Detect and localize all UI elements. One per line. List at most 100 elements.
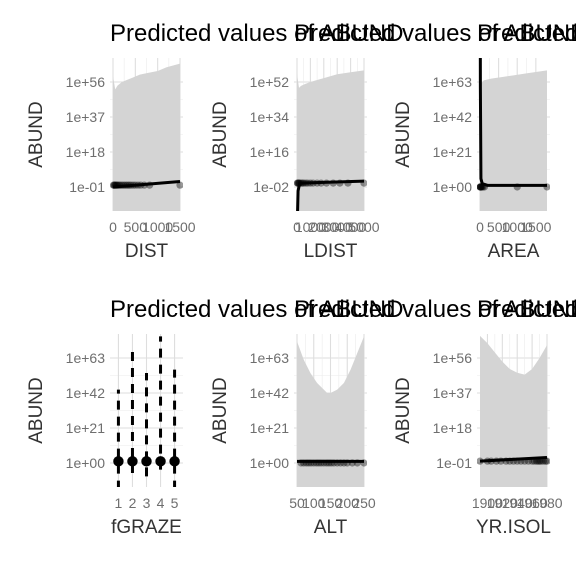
data-point	[530, 457, 538, 465]
y-axis-title: ABUND	[26, 101, 47, 168]
data-point	[320, 459, 328, 467]
x-tick-label: 5	[171, 495, 179, 511]
estimate-point	[169, 456, 180, 467]
data-point	[487, 457, 495, 465]
data-point	[310, 459, 318, 467]
data-point	[115, 181, 123, 189]
data-point	[480, 183, 489, 191]
data-point	[353, 459, 361, 467]
y-axis-title: ABUND	[210, 377, 231, 444]
y-tick-label: 1e+42	[66, 385, 106, 401]
y-tick-label: 1e+42	[433, 109, 473, 125]
marks	[477, 335, 550, 487]
data-point	[479, 183, 487, 191]
x-axis-title: LDIST	[304, 241, 358, 262]
x-tick-label: 4000	[335, 219, 366, 235]
data-point	[360, 459, 367, 467]
x-tick-label: 500	[487, 219, 511, 235]
data-point	[327, 459, 335, 467]
y-tick-label: 1e+00	[250, 455, 290, 471]
x-tick-label: 1500	[164, 219, 195, 235]
x-tick-label: 1980	[531, 495, 562, 511]
data-point	[360, 179, 367, 187]
data-point	[543, 183, 550, 191]
y-tick-label: 1e+52	[250, 74, 290, 90]
x-tick-label: 0	[476, 219, 484, 235]
y-tick-label: 1e+63	[66, 350, 106, 366]
x-tick-label: 2	[129, 495, 137, 511]
data-point	[348, 459, 356, 467]
x-tick-label: 1	[115, 495, 123, 511]
y-tick-label: 1e+56	[66, 74, 106, 90]
data-point	[513, 183, 521, 191]
x-tick-label: 500	[124, 219, 148, 235]
data-point	[304, 179, 312, 187]
x-axis-title: ALT	[314, 517, 348, 538]
x-axis-title: fGRAZE	[111, 517, 182, 538]
y-tick-label: 1e-02	[253, 179, 289, 195]
marks	[294, 70, 367, 211]
x-tick-label: 0	[109, 219, 117, 235]
chart-title: Predicted values of ABUND	[477, 20, 576, 47]
data-point	[506, 457, 514, 465]
data-point	[492, 457, 500, 465]
x-tick-label: 3000	[322, 219, 353, 235]
data-point	[118, 181, 126, 189]
data-point	[306, 179, 314, 187]
x-axis-title: DIST	[125, 241, 169, 262]
y-tick-label: 1e+21	[433, 144, 473, 160]
data-point	[497, 457, 505, 465]
data-point	[477, 183, 485, 191]
data-point	[322, 459, 331, 467]
x-tick-label: 1000	[142, 219, 173, 235]
y-tick-label: 1e+18	[66, 144, 106, 160]
data-point	[137, 181, 145, 189]
data-point	[532, 457, 541, 465]
marks	[113, 336, 180, 487]
x-tick-label: 100	[302, 495, 326, 511]
data-point	[317, 179, 325, 187]
data-point	[125, 181, 133, 189]
data-point	[298, 179, 306, 187]
y-tick-label: 1e+21	[250, 420, 290, 436]
data-point	[302, 459, 310, 467]
data-point	[131, 181, 139, 189]
estimate-point	[155, 456, 166, 467]
estimate-point	[141, 456, 152, 467]
prediction-line	[479, 455, 548, 463]
y-tick-label: 1e-01	[436, 455, 472, 471]
data-point	[477, 457, 484, 465]
y-tick-label: 1e+42	[250, 385, 290, 401]
data-point	[294, 179, 302, 187]
data-point	[543, 457, 550, 465]
data-point	[502, 457, 510, 465]
y-tick-label: 1e+37	[66, 109, 106, 125]
data-point	[340, 459, 348, 467]
data-point	[123, 181, 131, 189]
x-tick-label: 4	[157, 495, 165, 511]
data-point	[483, 457, 492, 465]
data-point	[297, 459, 305, 467]
y-tick-label: 1e+21	[66, 420, 106, 436]
x-tick-label: 3	[143, 495, 151, 511]
data-point	[294, 179, 302, 187]
data-point	[134, 181, 142, 189]
data-point	[295, 179, 303, 187]
y-tick-label: 1e+16	[250, 144, 290, 160]
x-tick-label: 50	[289, 495, 305, 511]
data-point	[307, 459, 315, 467]
data-point	[541, 457, 550, 465]
marks	[110, 63, 183, 211]
y-tick-label: 1e+63	[433, 74, 473, 90]
x-tick-label: 1000	[502, 219, 533, 235]
x-tick-label: 1920	[487, 495, 518, 511]
x-axis-title: YR.ISOL	[476, 517, 551, 538]
prediction-line	[478, 58, 547, 187]
data-point	[112, 181, 121, 189]
data-point	[305, 459, 313, 467]
data-point	[116, 181, 124, 189]
x-tick-label: 2000	[308, 219, 339, 235]
data-point	[112, 181, 120, 189]
x-axis-title: AREA	[488, 241, 540, 262]
